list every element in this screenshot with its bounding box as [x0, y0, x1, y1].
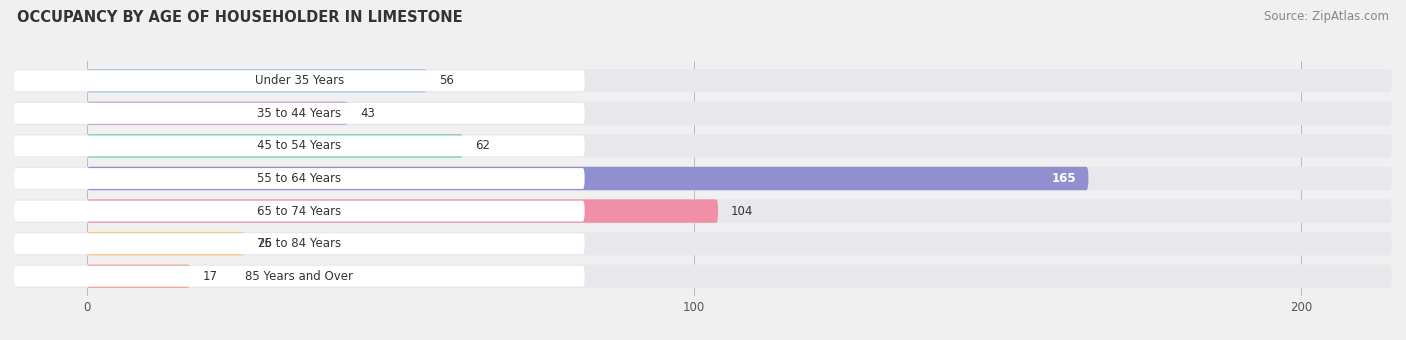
- FancyBboxPatch shape: [87, 232, 245, 255]
- Text: 17: 17: [202, 270, 218, 283]
- FancyBboxPatch shape: [14, 135, 585, 156]
- FancyBboxPatch shape: [14, 265, 1392, 288]
- Text: 26: 26: [257, 237, 271, 250]
- Text: 55 to 64 Years: 55 to 64 Years: [257, 172, 342, 185]
- FancyBboxPatch shape: [14, 102, 1392, 125]
- Text: 43: 43: [360, 107, 375, 120]
- Text: 56: 56: [439, 74, 454, 87]
- Text: 75 to 84 Years: 75 to 84 Years: [257, 237, 342, 250]
- FancyBboxPatch shape: [14, 232, 1392, 255]
- Text: Source: ZipAtlas.com: Source: ZipAtlas.com: [1264, 10, 1389, 23]
- Text: 35 to 44 Years: 35 to 44 Years: [257, 107, 342, 120]
- FancyBboxPatch shape: [14, 167, 1392, 190]
- Text: Under 35 Years: Under 35 Years: [254, 74, 344, 87]
- FancyBboxPatch shape: [14, 69, 1392, 92]
- FancyBboxPatch shape: [87, 167, 1088, 190]
- Text: 65 to 74 Years: 65 to 74 Years: [257, 205, 342, 218]
- FancyBboxPatch shape: [14, 233, 585, 254]
- Text: 45 to 54 Years: 45 to 54 Years: [257, 139, 342, 152]
- FancyBboxPatch shape: [87, 265, 190, 288]
- FancyBboxPatch shape: [14, 134, 1392, 158]
- Text: OCCUPANCY BY AGE OF HOUSEHOLDER IN LIMESTONE: OCCUPANCY BY AGE OF HOUSEHOLDER IN LIMES…: [17, 10, 463, 25]
- Text: 165: 165: [1052, 172, 1077, 185]
- Text: 104: 104: [730, 205, 752, 218]
- FancyBboxPatch shape: [87, 69, 427, 92]
- FancyBboxPatch shape: [14, 70, 585, 91]
- FancyBboxPatch shape: [14, 103, 585, 124]
- FancyBboxPatch shape: [87, 102, 347, 125]
- FancyBboxPatch shape: [87, 134, 463, 158]
- Text: 85 Years and Over: 85 Years and Over: [246, 270, 353, 283]
- Text: 62: 62: [475, 139, 491, 152]
- FancyBboxPatch shape: [14, 201, 585, 222]
- FancyBboxPatch shape: [14, 266, 585, 287]
- FancyBboxPatch shape: [87, 199, 718, 223]
- FancyBboxPatch shape: [14, 199, 1392, 223]
- FancyBboxPatch shape: [14, 168, 585, 189]
